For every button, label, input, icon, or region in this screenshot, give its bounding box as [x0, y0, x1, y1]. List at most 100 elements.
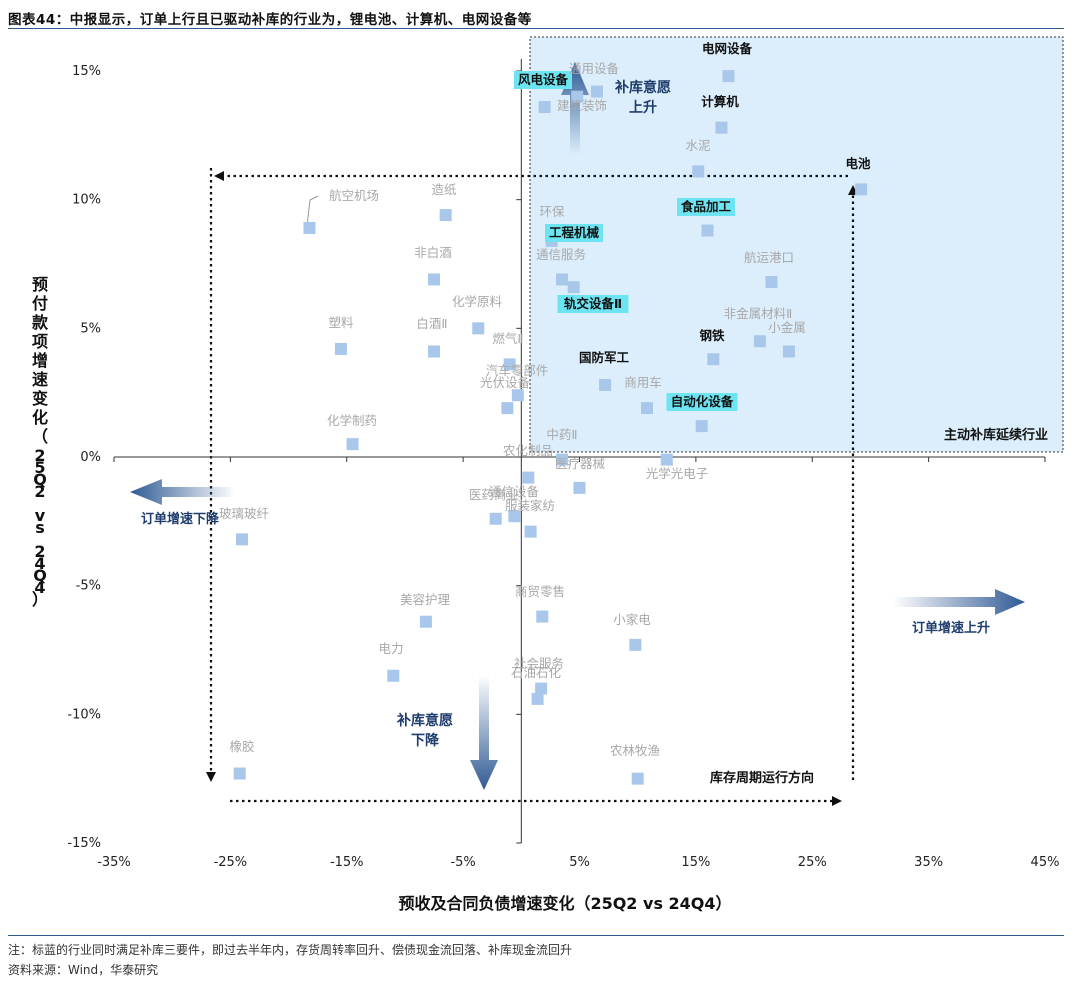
point-label: 光学光电子: [646, 466, 709, 481]
restock-down-arrow: [470, 675, 498, 790]
point-label-highlight: [545, 224, 603, 242]
data-point: [522, 471, 535, 484]
data-point: [334, 342, 347, 355]
active-restock-region: [529, 36, 1064, 453]
point-label: 环保: [539, 204, 565, 219]
point-label: 白酒Ⅱ: [416, 316, 447, 331]
data-point: [660, 453, 673, 466]
point-label: 航运港口: [744, 250, 794, 265]
point-label: 食品加工: [680, 199, 732, 214]
data-point: [629, 638, 642, 651]
point-label: 建筑装饰: [557, 98, 607, 113]
footer-divider: [8, 935, 1064, 936]
point-label: 国防军工: [579, 350, 630, 365]
data-point: [599, 378, 612, 391]
point-label: 小金属: [768, 320, 806, 335]
order-up-arrow: [893, 589, 1025, 615]
point-label-highlight: [557, 295, 629, 313]
point-label: 医药商业: [469, 487, 519, 502]
data-point: [765, 276, 778, 289]
point-label: 钢铁: [699, 328, 725, 343]
point-label: 自动化设备: [671, 394, 734, 409]
data-point: [535, 682, 548, 695]
point-label: 化学原料: [452, 294, 503, 309]
point-label: 燃气Ⅱ: [492, 331, 523, 346]
point-label: 电网设备: [702, 41, 753, 56]
x-tick-label: 45%: [1031, 855, 1060, 870]
y-tick-label: -5%: [76, 579, 101, 594]
y-tick-label: 15%: [72, 64, 101, 79]
note-text: 注：标蓝的行业同时满足补库三要件，即过去半年内，存货周转率回升、偿债现金流回落、…: [8, 943, 573, 957]
data-point: [631, 772, 644, 785]
point-label-highlight: [514, 71, 572, 89]
data-point: [701, 224, 714, 237]
x-tick-label: -25%: [214, 855, 248, 870]
data-point: [573, 481, 586, 494]
point-label: 非白酒: [414, 245, 452, 260]
data-point: [556, 273, 569, 286]
point-label: 通用设备: [569, 61, 620, 76]
point-label-highlight: [677, 198, 735, 216]
point-label: 玻璃玻纤: [219, 506, 270, 521]
data-point: [428, 345, 441, 358]
data-point: [692, 165, 705, 178]
point-label: 橡胶: [229, 739, 254, 754]
y-tick-label: -10%: [67, 707, 101, 722]
point-label: 医疗器械: [555, 456, 606, 471]
x-tick-label: 15%: [681, 855, 710, 870]
data-point: [531, 692, 544, 705]
order-up-label: 订单增速上升: [912, 620, 990, 636]
point-label: 通信服务: [536, 247, 586, 262]
data-point: [782, 345, 795, 358]
data-point: [508, 510, 521, 523]
data-point: [511, 389, 524, 402]
point-label: 电池: [845, 156, 871, 171]
data-point: [524, 525, 537, 538]
restock-down-label: 补库意愿下降: [396, 712, 453, 749]
data-point: [472, 322, 485, 335]
chart-title: 图表44：中报显示，订单上行且已驱动补库的行业为，锂电池、计算机、电网设备等: [8, 12, 532, 28]
data-point: [233, 767, 246, 780]
x-tick-label: -15%: [330, 855, 364, 870]
point-label: 美容护理: [400, 592, 451, 607]
point-label: 中药Ⅱ: [546, 427, 577, 442]
point-label: 商贸零售: [515, 584, 565, 599]
point-label: 计算机: [701, 94, 739, 109]
point-label: 商用车: [624, 375, 662, 390]
data-point: [707, 353, 720, 366]
data-point: [236, 533, 249, 546]
data-point: [571, 90, 584, 103]
data-point: [538, 101, 551, 114]
data-point: [439, 209, 452, 222]
point-label: 石油石化: [511, 665, 562, 680]
data-point: [590, 85, 603, 98]
data-point: [715, 121, 728, 134]
data-point: [428, 273, 441, 286]
scatter-chart: 主动补库延续行业 -35% -25% -15% -5% 5% 15% 25% 35% 45% -1…: [32, 36, 1064, 913]
point-label: 塑料: [328, 315, 354, 330]
x-tick-label: 25%: [798, 855, 827, 870]
y-tick-label: 0%: [80, 450, 101, 465]
point-label-highlight: [666, 393, 738, 411]
x-tick-label: -5%: [450, 855, 475, 870]
point-label: 水泥: [685, 138, 710, 153]
airport-leader-line: [306, 195, 319, 227]
data-point: [695, 420, 708, 433]
data-point: [503, 358, 516, 371]
data-point: [303, 221, 316, 234]
order-down-label: 订单增速下降: [141, 511, 220, 527]
x-axis-label: 预收及合同负债增速变化（25Q2 vs 24Q4）: [398, 894, 731, 913]
x-tick-label: 35%: [914, 855, 943, 870]
data-point: [346, 438, 359, 451]
point-label: 服装家纺: [505, 498, 555, 513]
x-tick-label: 5%: [569, 855, 590, 870]
point-label: 农化制品: [503, 443, 553, 458]
point-label: 社会服务: [514, 656, 564, 671]
data-point: [536, 610, 549, 623]
point-label: 非金属材料Ⅱ: [724, 306, 793, 321]
x-tick-label: -35%: [97, 855, 131, 870]
restock-up-label: 补库意愿上升: [614, 79, 671, 116]
data-point: [419, 615, 432, 628]
data-point: [489, 512, 502, 525]
point-label: 电力: [378, 641, 403, 656]
